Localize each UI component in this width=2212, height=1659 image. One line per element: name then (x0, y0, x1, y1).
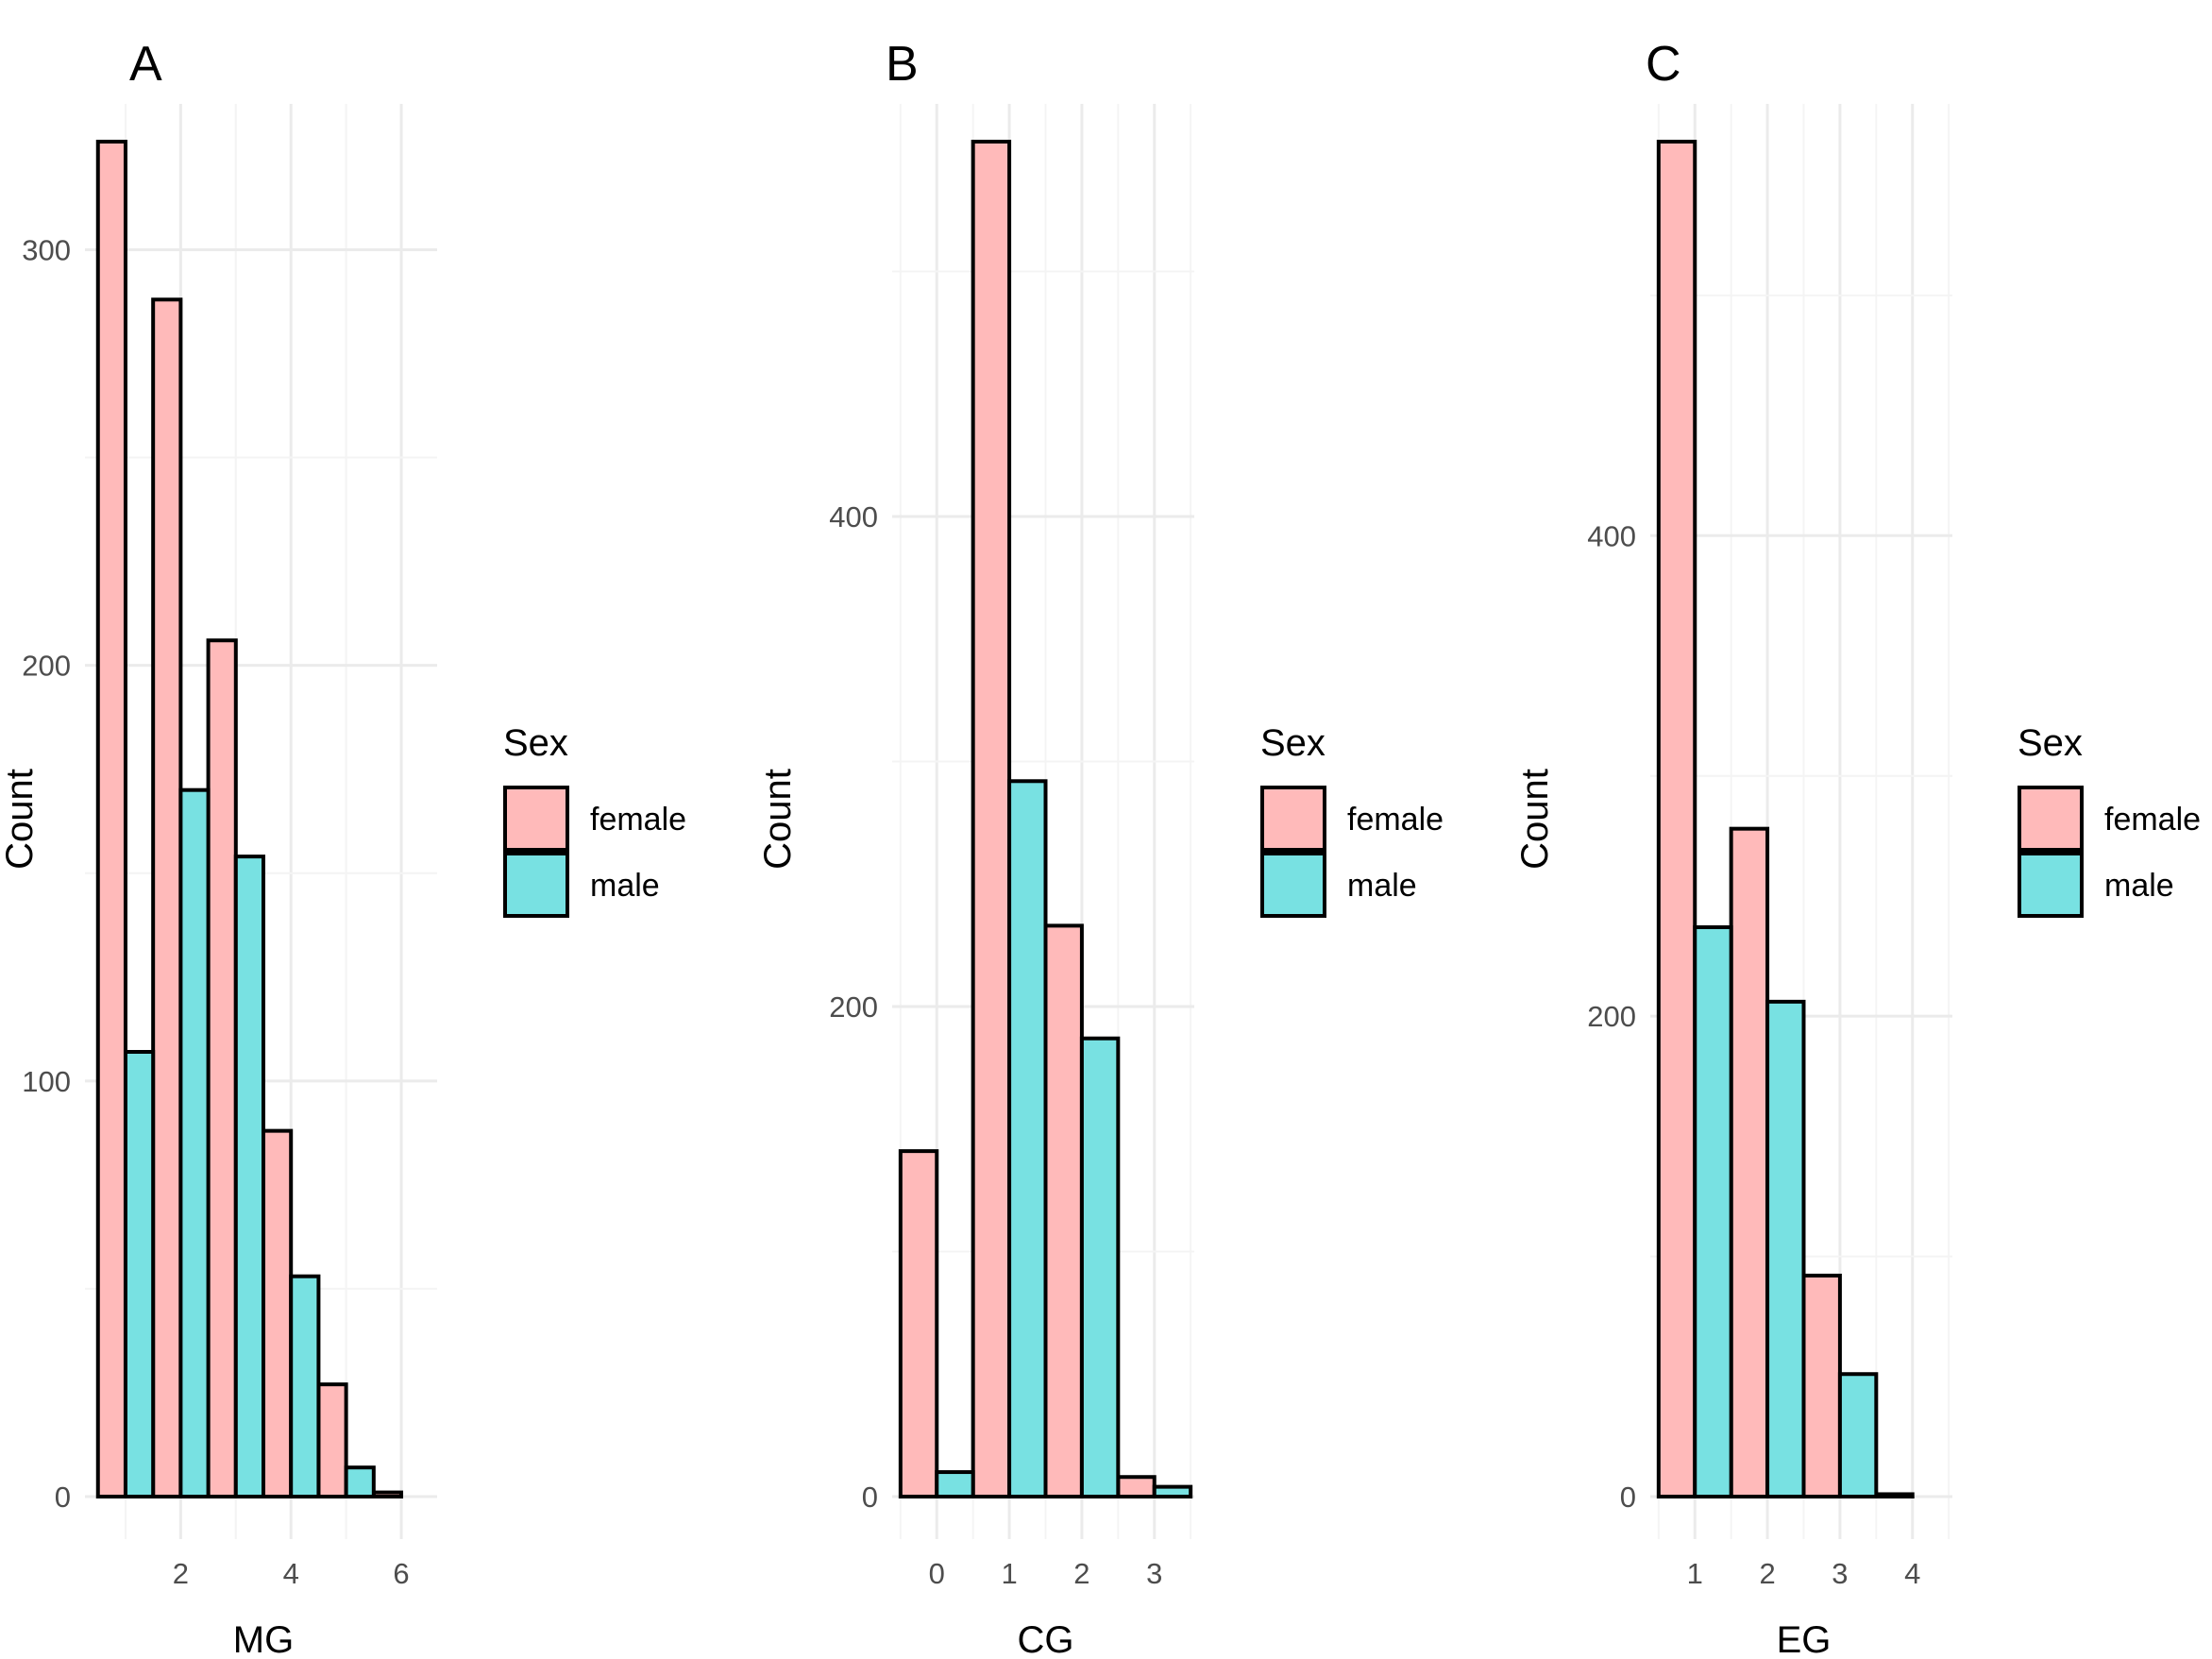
x-axis-title: MG (233, 1619, 294, 1659)
y-tick-label: 200 (829, 990, 878, 1024)
bar-male (344, 1465, 376, 1499)
legend-key-female (503, 786, 569, 852)
x-tick-label: 2 (1073, 1557, 1089, 1590)
y-axis-title: Count (0, 769, 41, 870)
legend-label-female: female (590, 802, 686, 838)
legend-title: Sex (2018, 722, 2083, 764)
x-tick-label: 2 (1759, 1557, 1775, 1590)
y-tick-label: 100 (22, 1065, 71, 1098)
bar-female (316, 1382, 348, 1498)
y-axis-title: Count (757, 769, 799, 870)
legend-title: Sex (503, 722, 568, 764)
x-tick-label: 3 (1146, 1557, 1162, 1590)
bar-male (1007, 779, 1048, 1498)
bar-male (233, 855, 266, 1498)
bar-male (1079, 1036, 1121, 1498)
legend-title: Sex (1260, 722, 1326, 764)
panel-c: 0 200 400 1 2 3 4 EG Count C Sex female male (1514, 37, 2201, 1659)
panel-b: 0 200 400 0 1 2 3 CG Count B Sex female male (757, 37, 1444, 1659)
bar-female (1116, 1475, 1157, 1498)
legend: Sex female male (2018, 722, 2201, 918)
bar-male (289, 1274, 321, 1499)
x-tick-label: 6 (393, 1557, 409, 1590)
bar-male (1693, 924, 1733, 1498)
bar-female (1043, 923, 1084, 1498)
bar-female (95, 140, 127, 1498)
y-tick-label: 200 (22, 650, 71, 683)
legend-key-male (503, 852, 569, 918)
x-tick-label: 1 (1001, 1557, 1017, 1590)
y-tick-label: 400 (829, 500, 878, 533)
bar-female (1656, 140, 1697, 1498)
legend-label-female: female (1347, 802, 1444, 838)
bar-male (1152, 1484, 1193, 1498)
x-tick-label: 4 (1904, 1557, 1920, 1590)
legend-label-male: male (2104, 868, 2174, 904)
legend-key-female (2018, 786, 2084, 852)
legend: Sex female male (503, 722, 686, 918)
legend-label-female: female (2104, 802, 2201, 838)
bar-female (971, 140, 1012, 1498)
y-tick-label: 200 (1587, 1000, 1636, 1033)
bar-female (151, 297, 183, 1499)
bar-female (1874, 1492, 1915, 1499)
x-axis-title: EG (1777, 1619, 1832, 1659)
bar-female (371, 1490, 404, 1498)
legend-key-male (1260, 852, 1326, 918)
bar-male (935, 1470, 975, 1499)
bar-female (1729, 826, 1770, 1498)
y-tick-label: 0 (55, 1481, 71, 1514)
x-tick-label: 1 (1687, 1557, 1703, 1590)
bar-male (1765, 999, 1806, 1498)
bar-male (123, 1050, 156, 1498)
bar-female (1801, 1273, 1842, 1499)
x-axis-title: CG (1018, 1619, 1074, 1659)
bar-female (206, 638, 238, 1498)
x-tick-label: 4 (283, 1557, 299, 1590)
bar-female (262, 1128, 294, 1499)
legend-label-male: male (1347, 868, 1417, 904)
legend-label-male: male (590, 868, 660, 904)
y-tick-label: 0 (862, 1481, 878, 1514)
panel-tag: C (1646, 37, 1681, 92)
x-tick-label: 0 (929, 1557, 945, 1590)
legend-key-female (1260, 786, 1326, 852)
legend-key-male (2018, 852, 2084, 918)
bar-male (1837, 1372, 1879, 1499)
x-tick-label: 3 (1832, 1557, 1848, 1590)
y-tick-label: 0 (1620, 1481, 1636, 1514)
panel-tag: A (129, 37, 162, 92)
y-tick-label: 300 (22, 233, 71, 266)
bar-male (178, 787, 211, 1498)
bar-female (898, 1149, 939, 1498)
y-axis-title: Count (1514, 769, 1556, 870)
panel-a: 0 100 200 300 2 4 6 MG Count A Sex female male (0, 37, 686, 1659)
panel-tag: B (886, 37, 919, 92)
x-tick-label: 2 (173, 1557, 189, 1590)
legend: Sex female male (1260, 722, 1444, 918)
y-tick-label: 400 (1587, 519, 1636, 552)
